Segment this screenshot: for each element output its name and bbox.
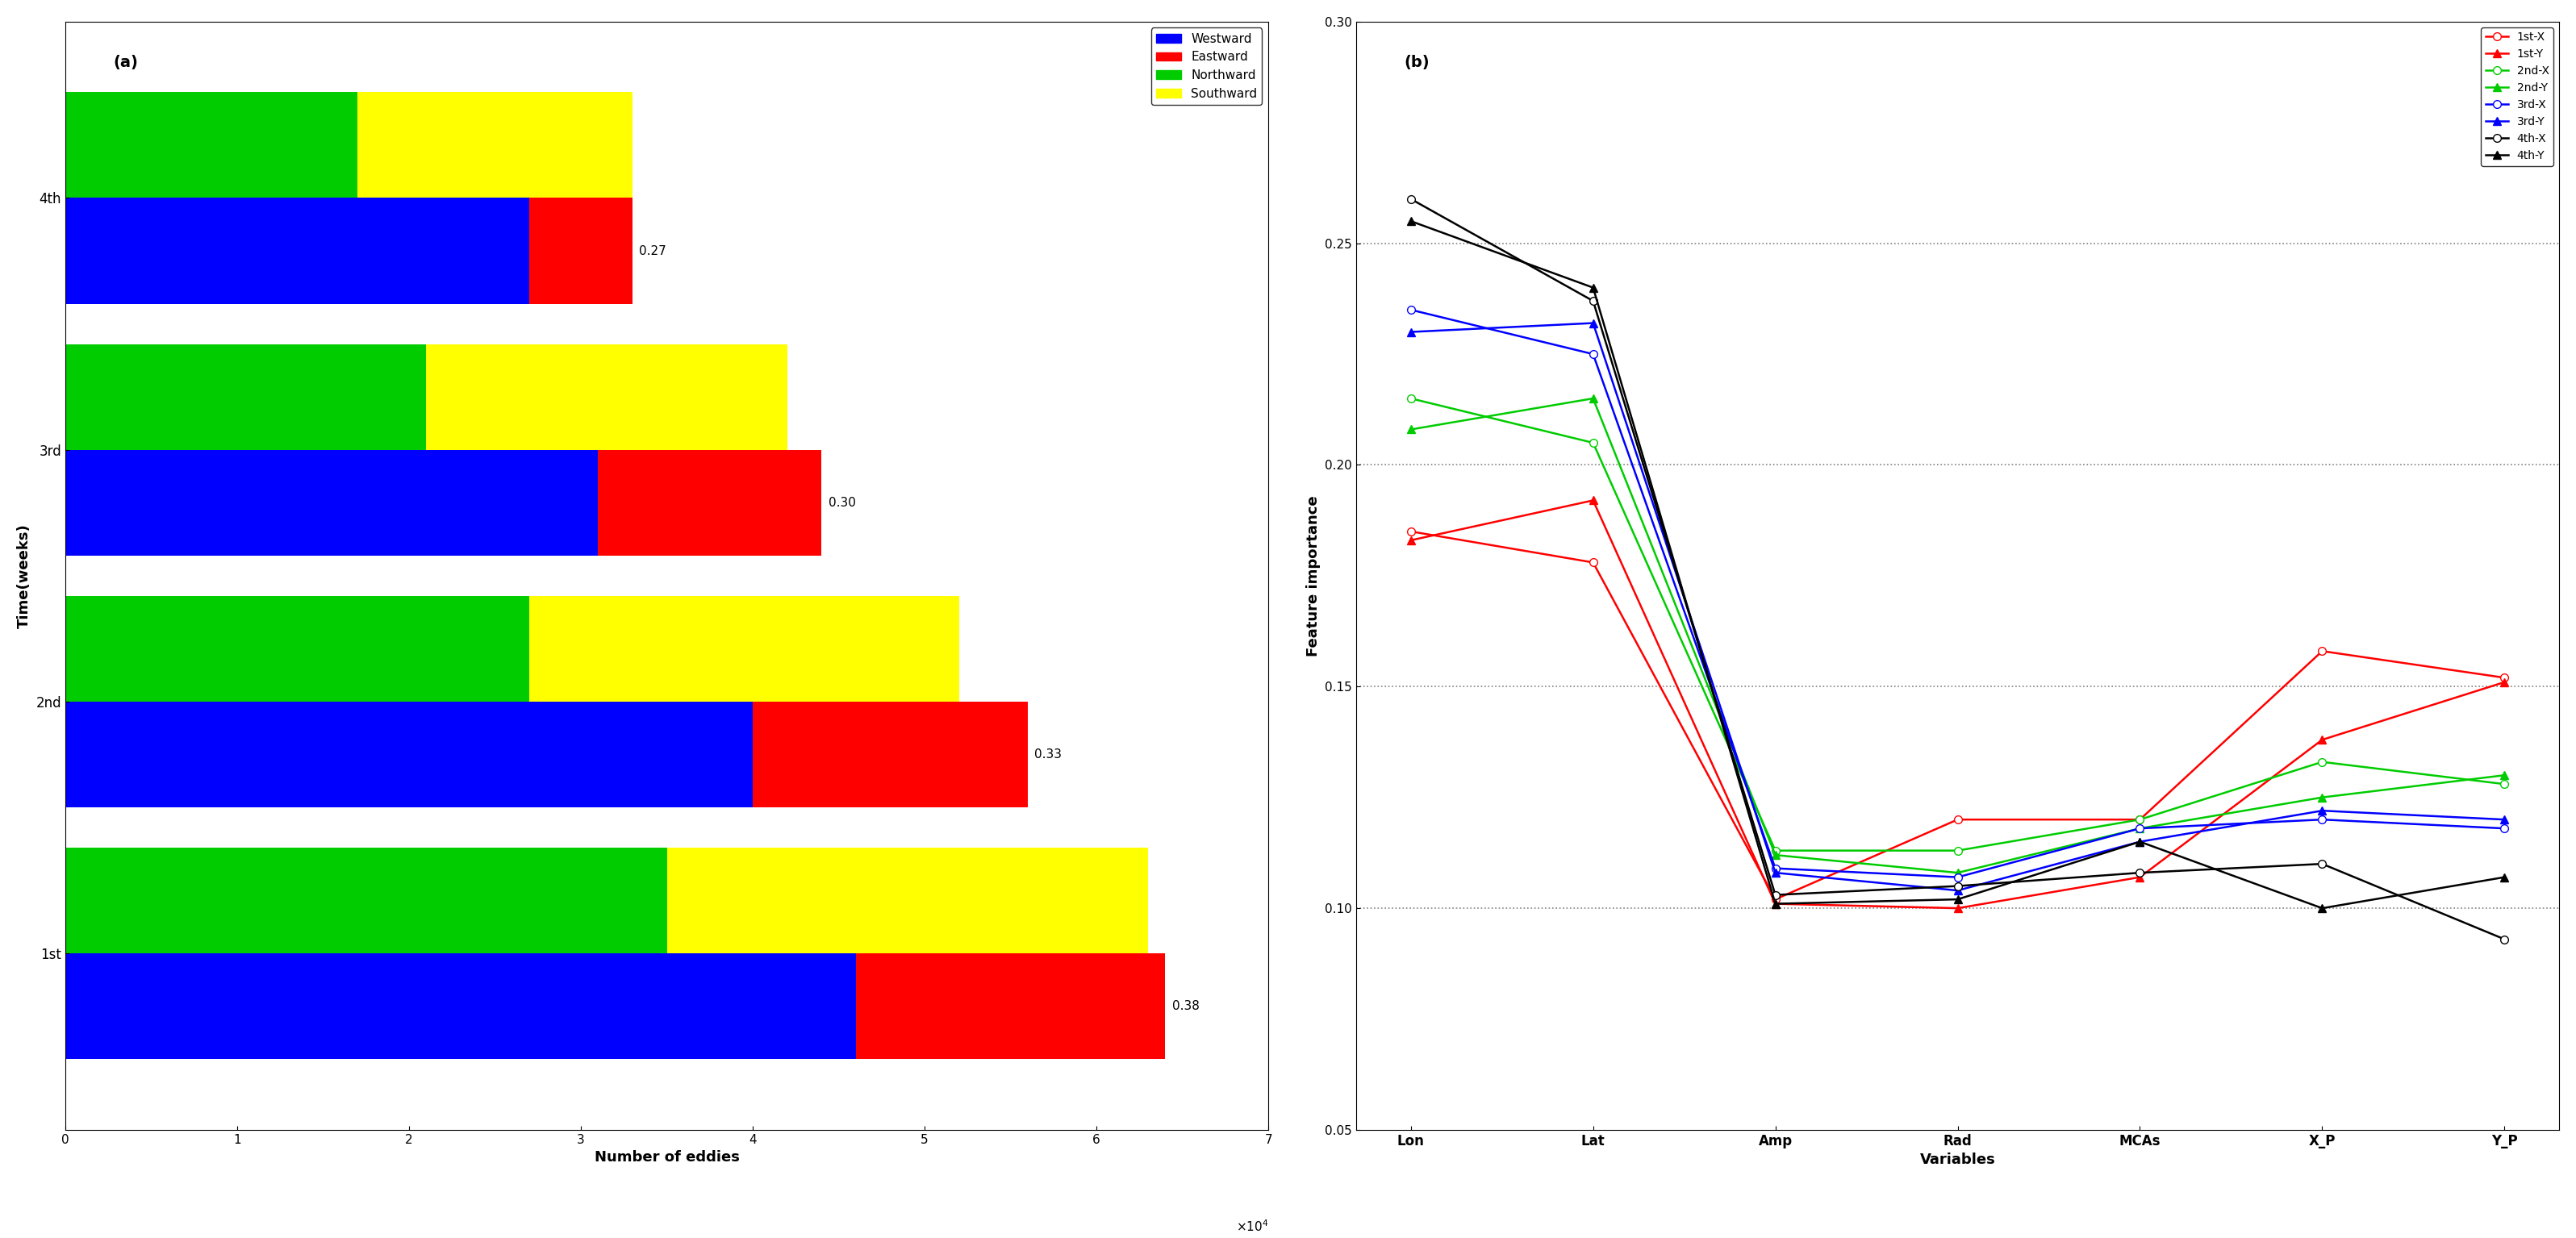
3rd-X (1577, 347, 1607, 361)
4th-X (1396, 192, 1427, 207)
Line: 3rd-Y: 3rd-Y (1406, 319, 2509, 894)
X-axis label: Number of eddies: Number of eddies (595, 1150, 739, 1165)
Bar (64, 344, 425, 449)
3rd-Y (2488, 812, 2519, 827)
Line: 4th-X: 4th-X (1406, 196, 2509, 943)
2nd-Y (1942, 865, 1973, 880)
3rd-Y (1942, 883, 1973, 898)
4th-Y (2488, 870, 2519, 885)
3rd-X (2488, 821, 2519, 836)
Bar (64, 848, 667, 953)
3rd-X (2306, 812, 2336, 827)
4th-X (2125, 865, 2156, 880)
Bar (667, 848, 1149, 953)
Text: 0.38: 0.38 (1172, 1000, 1200, 1013)
4th-X (1759, 888, 1790, 903)
Bar (528, 198, 634, 303)
Legend: Westward, Eastward, Northward, Southward: Westward, Eastward, Northward, Southward (1151, 27, 1262, 104)
1st-X (1577, 555, 1607, 569)
3rd-X (1396, 302, 1427, 317)
3rd-X (2125, 821, 2156, 836)
4th-X (1577, 293, 1607, 308)
4th-Y (1759, 896, 1790, 911)
Line: 1st-Y: 1st-Y (1406, 496, 2509, 912)
4th-Y (1396, 214, 1427, 229)
Bar (64, 449, 598, 556)
3rd-Y (2125, 834, 2156, 849)
Legend: 1st-X, 1st-Y, 2nd-X, 2nd-Y, 3rd-X, 3rd-Y, 4th-X, 4th-Y: 1st-X, 1st-Y, 2nd-X, 2nd-Y, 3rd-X, 3rd-Y… (2481, 27, 2553, 166)
Bar (598, 449, 822, 556)
1st-X (1759, 891, 1790, 906)
3rd-X (1759, 860, 1790, 875)
1st-X (2125, 812, 2156, 827)
Bar (752, 702, 1028, 807)
1st-X (2488, 670, 2519, 685)
1st-Y (2125, 870, 2156, 885)
Line: 3rd-X: 3rd-X (1406, 306, 2509, 881)
Y-axis label: Feature importance: Feature importance (1306, 495, 1321, 656)
1st-Y (2306, 733, 2336, 748)
Bar (528, 595, 958, 702)
2nd-X (2488, 776, 2519, 791)
4th-X (2488, 932, 2519, 947)
4th-Y (1577, 280, 1607, 295)
2nd-Y (1577, 391, 1607, 406)
2nd-Y (1759, 848, 1790, 863)
Text: $\times 10^4$: $\times 10^4$ (1236, 1218, 1267, 1233)
1st-X (1396, 524, 1427, 539)
Line: 2nd-Y: 2nd-Y (1406, 395, 2509, 877)
1st-X (2306, 644, 2336, 659)
Line: 2nd-X: 2nd-X (1406, 395, 2509, 854)
4th-Y (1942, 891, 1973, 906)
3rd-Y (2306, 803, 2336, 818)
Line: 4th-Y: 4th-Y (1406, 217, 2509, 912)
Text: 0.33: 0.33 (1036, 749, 1061, 760)
1st-Y (1942, 901, 1973, 916)
Line: 1st-X: 1st-X (1406, 527, 2509, 904)
Text: 0.27: 0.27 (639, 245, 667, 258)
Text: (b): (b) (1404, 54, 1430, 71)
2nd-X (2125, 812, 2156, 827)
Bar (64, 702, 752, 807)
2nd-X (1577, 436, 1607, 451)
2nd-Y (2488, 768, 2519, 782)
Bar (425, 344, 788, 449)
3rd-Y (1577, 316, 1607, 331)
3rd-Y (1396, 324, 1427, 339)
1st-Y (1759, 896, 1790, 911)
1st-Y (2488, 675, 2519, 690)
Bar (64, 953, 855, 1060)
X-axis label: Variables: Variables (1919, 1153, 1996, 1167)
3rd-X (1942, 870, 1973, 885)
Y-axis label: Time(weeks): Time(weeks) (18, 524, 31, 628)
Bar (64, 92, 358, 198)
Bar (64, 595, 528, 702)
2nd-X (1759, 843, 1790, 858)
Bar (855, 953, 1164, 1060)
1st-Y (1396, 532, 1427, 547)
2nd-X (1942, 843, 1973, 858)
1st-X (1942, 812, 1973, 827)
1st-Y (1577, 493, 1607, 508)
4th-X (2306, 857, 2336, 872)
Text: (a): (a) (113, 54, 139, 71)
Text: 0.30: 0.30 (829, 496, 855, 509)
4th-Y (2125, 834, 2156, 849)
3rd-Y (1759, 865, 1790, 880)
2nd-X (1396, 391, 1427, 406)
2nd-Y (2306, 790, 2336, 805)
4th-Y (2306, 901, 2336, 916)
2nd-Y (1396, 422, 1427, 437)
Bar (358, 92, 634, 198)
2nd-Y (2125, 821, 2156, 836)
Bar (64, 198, 528, 303)
4th-X (1942, 879, 1973, 894)
2nd-X (2306, 754, 2336, 769)
